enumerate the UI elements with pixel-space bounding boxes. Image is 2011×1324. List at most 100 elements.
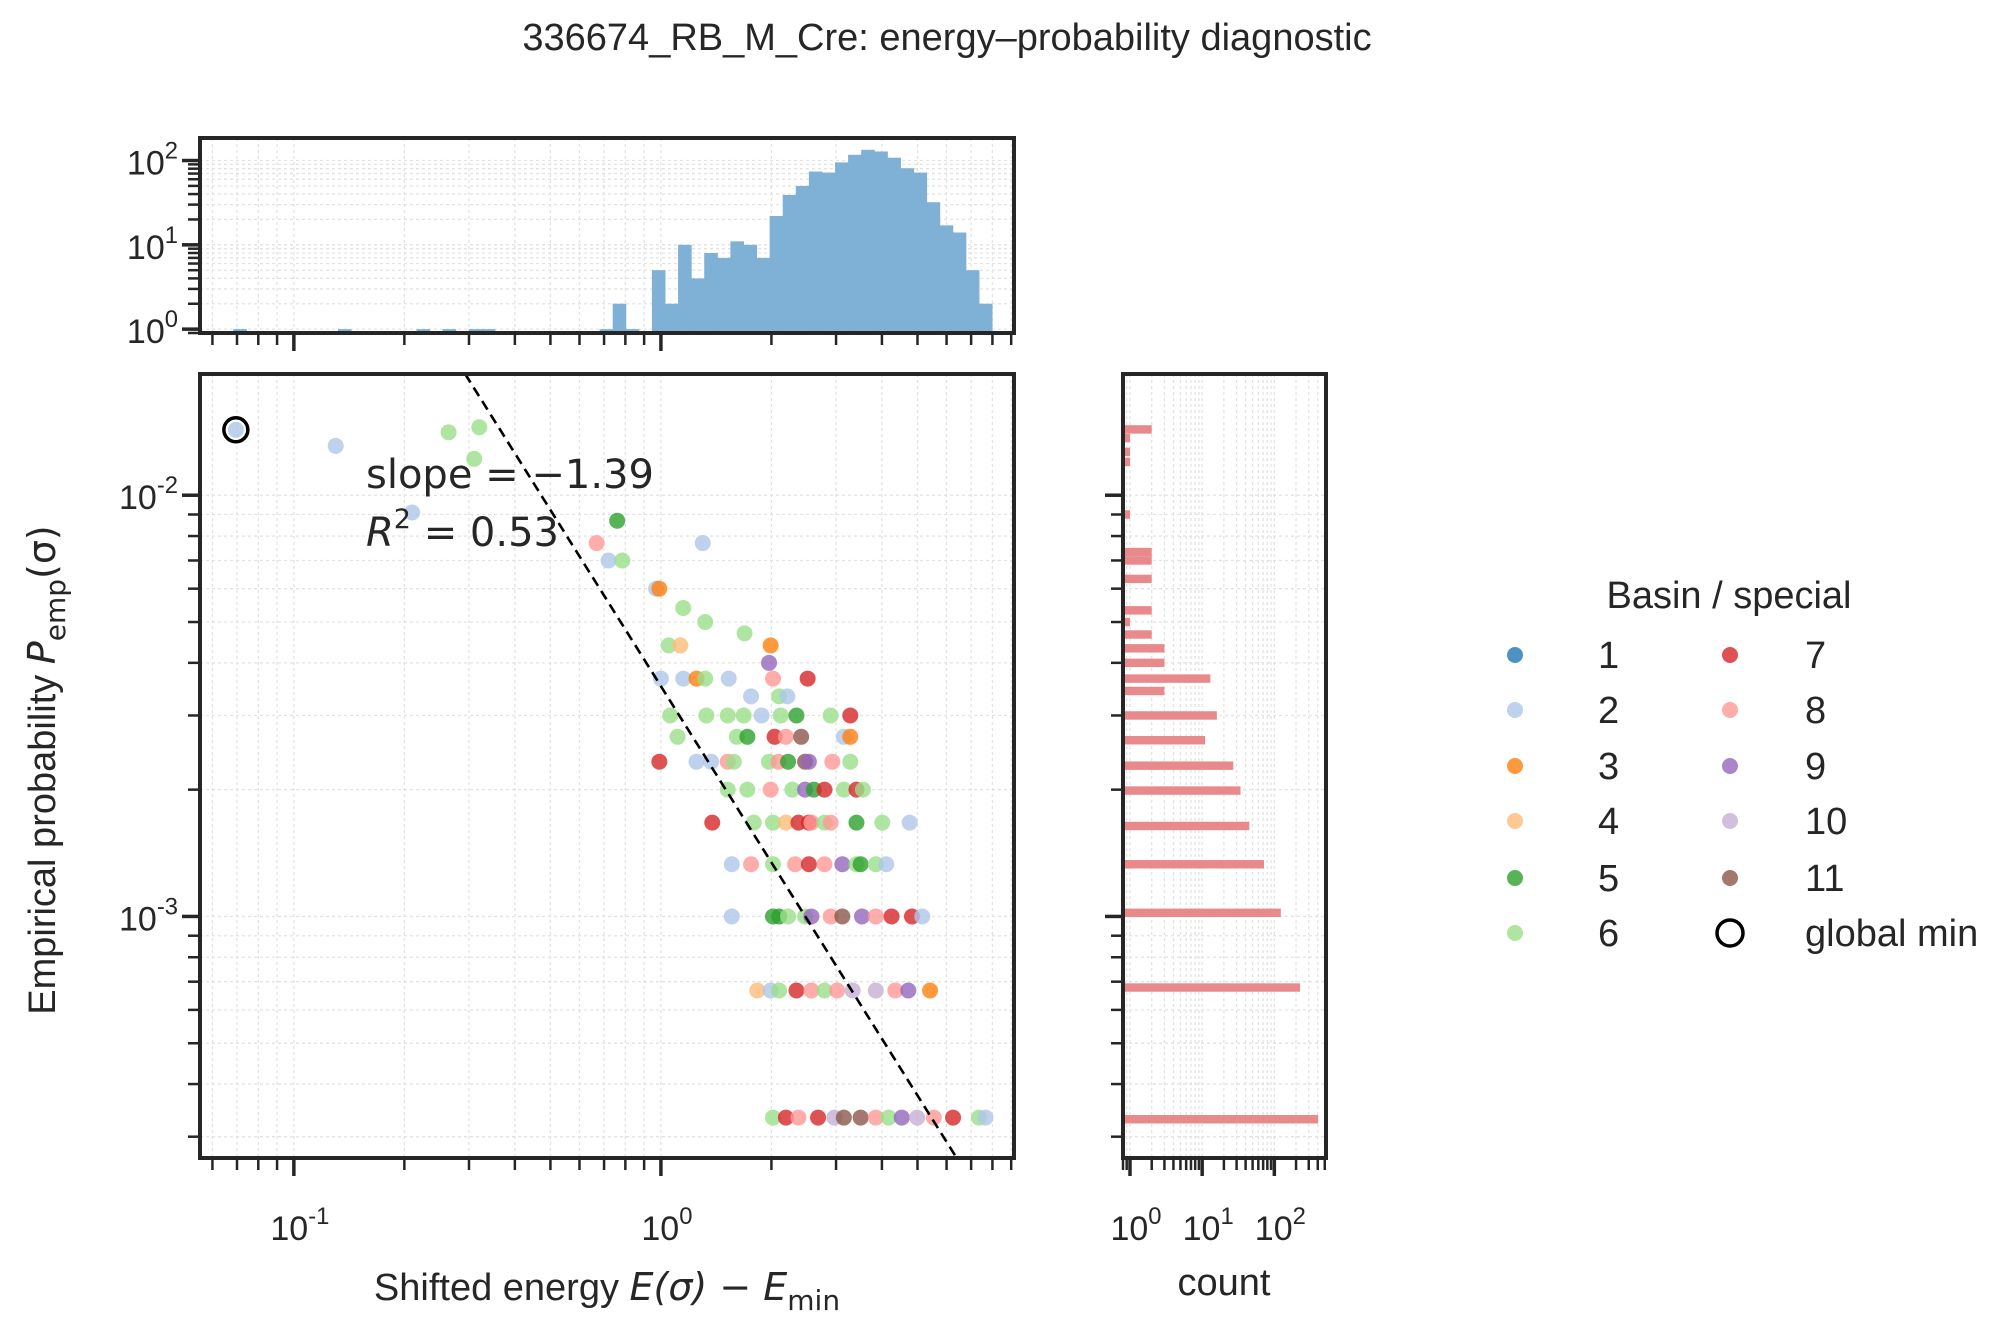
legend-label: 6 (1598, 913, 1619, 955)
slope-annotation: slope = −1.39 (366, 452, 654, 498)
right-hist-bar (1123, 711, 1217, 720)
legend-label: 11 (1805, 858, 1844, 900)
legend-item-global-min: global min (1715, 913, 1978, 955)
scatter-point-basin-4 (749, 982, 766, 999)
legend-label: 9 (1805, 746, 1826, 788)
top-hist-bar (717, 257, 731, 333)
tick-label-base: 10 (1110, 1210, 1148, 1248)
top-hist-y-tick-label: 102 (127, 138, 178, 183)
right-hist-bar (1123, 457, 1130, 467)
scatter-point-basin-6 (842, 753, 859, 770)
figure-title: 336674_RB_M_Cre: energy–probability diag… (522, 17, 1371, 59)
scatter-point-basin-6 (874, 814, 891, 831)
scatter-point-basin-6 (771, 982, 788, 999)
scatter-point-basin-8 (777, 728, 794, 745)
scatter-point-basin-8 (867, 1109, 884, 1126)
top-hist-bar (887, 157, 901, 333)
legend-title: Basin / special (1606, 575, 1851, 617)
tick-label-exponent: 2 (165, 138, 178, 165)
global-min-marker (222, 416, 250, 444)
scatter-point-basin-6 (697, 670, 714, 687)
tick-label-exponent: -1 (308, 1203, 329, 1230)
right-hist-bar (1123, 761, 1234, 770)
fit-line (464, 373, 958, 1159)
scatter-point-basin-7 (842, 707, 859, 724)
right-hist-bar (1123, 736, 1206, 745)
tick-label-exponent: -2 (157, 472, 178, 499)
scatter-point-basin-6 (816, 982, 833, 999)
scatter-point-basin-9 (800, 753, 817, 770)
right-hist-bar (1123, 674, 1211, 683)
top-hist-bar (769, 215, 784, 333)
scatter-point-basin-2 (600, 552, 617, 569)
scatter-point-basin-6 (822, 707, 839, 724)
tick-label-base: 10 (1183, 1210, 1221, 1248)
right-hist-bar (1123, 425, 1152, 434)
top-hist-bar (952, 232, 967, 333)
tick-label-base: 10 (641, 1210, 679, 1248)
scatter-point-basin-9 (893, 1109, 910, 1126)
tick-label-exponent: 0 (679, 1203, 692, 1230)
right-hist-bar (1123, 547, 1152, 557)
scatter-point-basin-7 (816, 781, 833, 798)
scatter-point-basin-4 (672, 637, 689, 654)
legend-item-2: 2 (1507, 690, 1619, 732)
right-hist-ticks: 100 101 102 (1105, 493, 1327, 1248)
tick-label-base: 10 (119, 900, 157, 938)
scatter-point-basin-2 (753, 707, 770, 724)
scatter-point-basin-6 (835, 781, 852, 798)
scatter-point-basin-6 (466, 450, 483, 467)
scatter-point-basin-8 (822, 814, 839, 831)
legend-item-1: 1 (1507, 635, 1619, 677)
top-hist-bar (861, 149, 875, 333)
scatter-point-basin-7 (945, 1109, 962, 1126)
top-hist-bar (926, 202, 941, 333)
legend-marker-icon (1722, 813, 1738, 829)
scatter-point-basin-8 (803, 982, 820, 999)
scatter-point-basin-8 (765, 670, 782, 687)
tick-label-exponent: 1 (165, 222, 178, 249)
legend-label: 3 (1598, 746, 1619, 788)
legend-label: 1 (1598, 635, 1619, 677)
tick-label-exponent: 0 (165, 306, 178, 333)
scatter-point-basin-2 (743, 688, 760, 705)
count-tick-label: 100 (1110, 1203, 1161, 1248)
scatter-point-basin-7 (651, 753, 668, 770)
top-hist-y-tick-label: 100 (127, 306, 178, 351)
top-hist-bar (704, 253, 718, 333)
top-hist-bars (233, 149, 993, 333)
y-axis-label-sub: emp (39, 579, 72, 641)
scatter-point-basin-6 (880, 1109, 897, 1126)
legend-marker-icon (1507, 925, 1523, 941)
top-hist-bar (808, 171, 823, 333)
top-hist-bar (913, 172, 928, 333)
scatter-point-basin-9 (853, 908, 870, 925)
scatter-point-basin-7 (766, 728, 783, 745)
tick-label-base: 10 (127, 145, 165, 183)
scatter-point-basin-2 (878, 856, 895, 873)
scatter-point-basin-2 (914, 908, 931, 925)
right-hist-bar (1123, 658, 1165, 668)
right-hist-bar (1123, 606, 1152, 615)
top-hist-y-tick-label: 101 (127, 222, 178, 267)
top-hist-bar (874, 151, 888, 333)
scatter-point-basin-6 (784, 781, 801, 798)
scatter-point-basin-7 (800, 856, 817, 873)
scatter-point-basin-2 (404, 504, 421, 521)
right-hist-bars (1123, 425, 1319, 1124)
scatter-point-basin-2 (227, 421, 244, 438)
legend-marker-icon (1722, 647, 1738, 663)
scatter-point-basin-6 (772, 707, 789, 724)
top-hist-bar (743, 244, 758, 333)
right-hist-bar (1123, 556, 1152, 565)
legend-marker-icon (1722, 870, 1738, 886)
top-hist-bar (848, 154, 862, 333)
top-hist-bar (782, 195, 797, 333)
legend-label: global min (1805, 913, 1978, 955)
r2-exponent: 2 (394, 504, 411, 535)
scatter-point-basin-10 (909, 1109, 926, 1126)
r2-value: = 0.53 (411, 510, 559, 556)
x-axis-label-sub: min (787, 1284, 840, 1317)
